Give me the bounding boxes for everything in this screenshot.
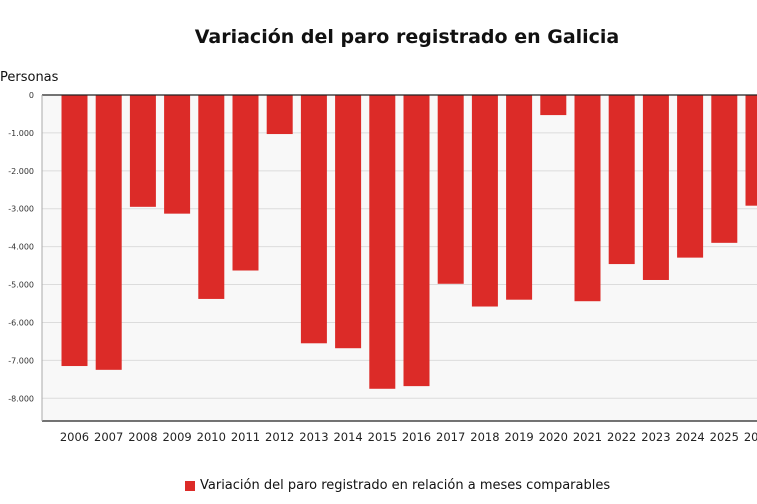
x-tick-label: 2026: [744, 430, 757, 444]
y-tick-label: -8.000: [8, 394, 34, 403]
chart-title: Variación del paro registrado en Galicia: [194, 26, 620, 48]
y-tick-label: -6.000: [8, 318, 34, 327]
bar[interactable]: [642, 95, 669, 280]
x-tick-label: 2014: [333, 430, 362, 444]
axes: [41, 94, 757, 422]
x-tick-labels: 2006 2007 2008 2009 2010 2011 2012 2013 2014 2015…: [60, 430, 757, 444]
y-tick-label: -2.000: [8, 167, 34, 176]
x-tick-label: 2025: [710, 430, 739, 444]
bar[interactable]: [437, 95, 464, 284]
bar[interactable]: [574, 95, 601, 302]
bar[interactable]: [403, 95, 430, 387]
x-tick-label: 2023: [641, 430, 670, 444]
legend-label: Variación del paro registrado en relació…: [200, 478, 611, 493]
x-tick-label: 2011: [231, 430, 260, 444]
bar[interactable]: [335, 95, 362, 349]
x-tick-label: 2012: [265, 430, 294, 444]
bars: [61, 95, 757, 389]
y-tick-label: -7.000: [8, 356, 34, 365]
bar[interactable]: [369, 95, 396, 389]
x-tick-label: 2007: [94, 430, 123, 444]
bar[interactable]: [232, 95, 259, 271]
x-tick-label: 2022: [607, 430, 636, 444]
x-tick-label: 2019: [504, 430, 533, 444]
bar[interactable]: [300, 95, 327, 344]
x-tick-label: 2013: [299, 430, 328, 444]
bar[interactable]: [506, 95, 533, 300]
y-axis-label: Personas: [0, 70, 59, 85]
y-tick-label: -1.000: [8, 129, 34, 138]
y-tick-label: -5.000: [8, 281, 34, 290]
y-tick-label: 0: [29, 91, 34, 100]
bar[interactable]: [745, 95, 757, 206]
bar[interactable]: [266, 95, 293, 135]
y-tick-labels: 0 -1.000 -2.000 -3.000 -4.000 -5.000 -6.000 -7.…: [8, 91, 34, 403]
y-tick-label: -4.000: [8, 243, 34, 252]
x-tick-label: 2016: [402, 430, 431, 444]
bar[interactable]: [471, 95, 498, 307]
bar[interactable]: [198, 95, 225, 299]
bar-chart: 0 -1.000 -2.000 -3.000 -4.000 -5.000 -6.000 -7.…: [8, 91, 757, 444]
x-tick-label: 2006: [60, 430, 89, 444]
x-tick-label: 2024: [675, 430, 704, 444]
x-tick-label: 2020: [539, 430, 568, 444]
x-tick-label: 2015: [368, 430, 397, 444]
bar[interactable]: [711, 95, 738, 243]
bar[interactable]: [61, 95, 88, 367]
y-tick-label: -3.000: [8, 205, 34, 214]
x-tick-label: 2010: [197, 430, 226, 444]
bar[interactable]: [95, 95, 122, 370]
bar[interactable]: [129, 95, 156, 207]
legend-swatch: [185, 480, 195, 491]
plot-area: [42, 95, 757, 421]
x-tick-label: 2008: [128, 430, 157, 444]
bar[interactable]: [164, 95, 191, 214]
x-tick-label: 2009: [162, 430, 191, 444]
bar[interactable]: [677, 95, 704, 258]
bar[interactable]: [608, 95, 635, 265]
gridlines: [42, 132, 757, 399]
legend[interactable]: Variación del paro registrado en relació…: [185, 478, 610, 493]
x-tick-label: 2018: [470, 430, 499, 444]
x-tick-label: 2017: [436, 430, 465, 444]
x-tick-label: 2021: [573, 430, 602, 444]
bar[interactable]: [540, 95, 567, 116]
